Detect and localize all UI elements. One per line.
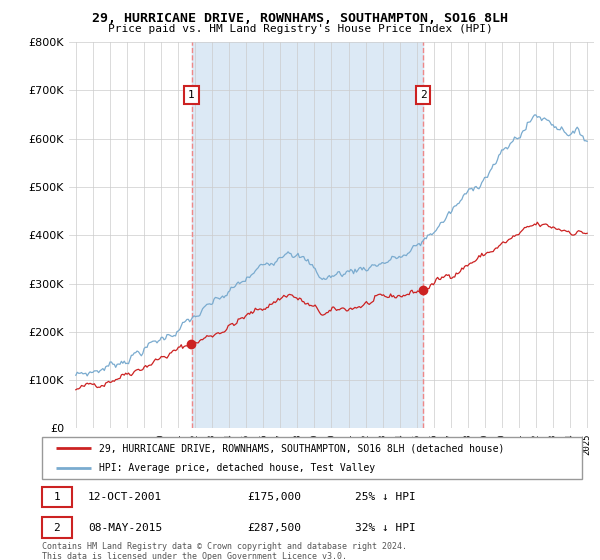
Text: 29, HURRICANE DRIVE, ROWNHAMS, SOUTHAMPTON, SO16 8LH: 29, HURRICANE DRIVE, ROWNHAMS, SOUTHAMPT…	[92, 12, 508, 25]
FancyBboxPatch shape	[42, 487, 72, 507]
FancyBboxPatch shape	[42, 437, 582, 479]
Text: 2: 2	[53, 522, 60, 533]
Text: £287,500: £287,500	[247, 522, 301, 533]
Text: 32% ↓ HPI: 32% ↓ HPI	[355, 522, 416, 533]
Text: 25% ↓ HPI: 25% ↓ HPI	[355, 492, 416, 502]
Text: £175,000: £175,000	[247, 492, 301, 502]
Text: 12-OCT-2001: 12-OCT-2001	[88, 492, 162, 502]
Text: Contains HM Land Registry data © Crown copyright and database right 2024.
This d: Contains HM Land Registry data © Crown c…	[42, 542, 407, 560]
Text: 08-MAY-2015: 08-MAY-2015	[88, 522, 162, 533]
Text: 1: 1	[188, 90, 195, 100]
Text: Price paid vs. HM Land Registry's House Price Index (HPI): Price paid vs. HM Land Registry's House …	[107, 24, 493, 34]
FancyBboxPatch shape	[42, 517, 72, 538]
Text: 29, HURRICANE DRIVE, ROWNHAMS, SOUTHAMPTON, SO16 8LH (detached house): 29, HURRICANE DRIVE, ROWNHAMS, SOUTHAMPT…	[98, 443, 504, 453]
Text: 1: 1	[53, 492, 60, 502]
Bar	[191, 42, 423, 428]
Text: 2: 2	[419, 90, 427, 100]
Text: HPI: Average price, detached house, Test Valley: HPI: Average price, detached house, Test…	[98, 463, 375, 473]
